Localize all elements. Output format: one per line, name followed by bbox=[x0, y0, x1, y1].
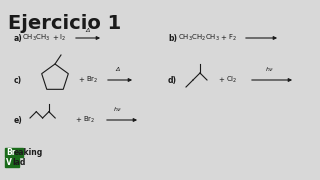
Text: c): c) bbox=[14, 75, 22, 84]
Text: Br$_2$: Br$_2$ bbox=[83, 115, 95, 125]
Text: +: + bbox=[220, 35, 226, 41]
Bar bbox=[5, 148, 23, 157]
Text: CH$_3$CH$_3$: CH$_3$CH$_3$ bbox=[22, 33, 51, 43]
Text: +: + bbox=[52, 35, 58, 41]
Text: +: + bbox=[78, 77, 84, 83]
Text: V: V bbox=[6, 158, 12, 167]
Text: Br: Br bbox=[6, 148, 15, 157]
Text: a): a) bbox=[14, 33, 23, 42]
Text: e): e) bbox=[14, 116, 23, 125]
Text: I$_2$: I$_2$ bbox=[59, 33, 66, 43]
Text: Cl$_2$: Cl$_2$ bbox=[226, 75, 237, 85]
Text: +: + bbox=[218, 77, 224, 83]
Text: Ejercicio 1: Ejercicio 1 bbox=[8, 14, 121, 33]
Text: hν: hν bbox=[114, 107, 122, 112]
Text: +: + bbox=[75, 117, 81, 123]
Text: b): b) bbox=[168, 33, 177, 42]
Text: d): d) bbox=[168, 75, 177, 84]
Text: Δ: Δ bbox=[86, 28, 90, 33]
Text: lad: lad bbox=[12, 158, 25, 167]
Text: CH$_3$CH$_2$CH$_3$: CH$_3$CH$_2$CH$_3$ bbox=[178, 33, 220, 43]
Text: Br$_2$: Br$_2$ bbox=[86, 75, 98, 85]
Text: hν: hν bbox=[266, 67, 274, 72]
Bar bbox=[5, 158, 19, 167]
Text: Δ: Δ bbox=[116, 67, 120, 72]
Text: F$_2$: F$_2$ bbox=[228, 33, 237, 43]
Text: eaking: eaking bbox=[14, 148, 43, 157]
